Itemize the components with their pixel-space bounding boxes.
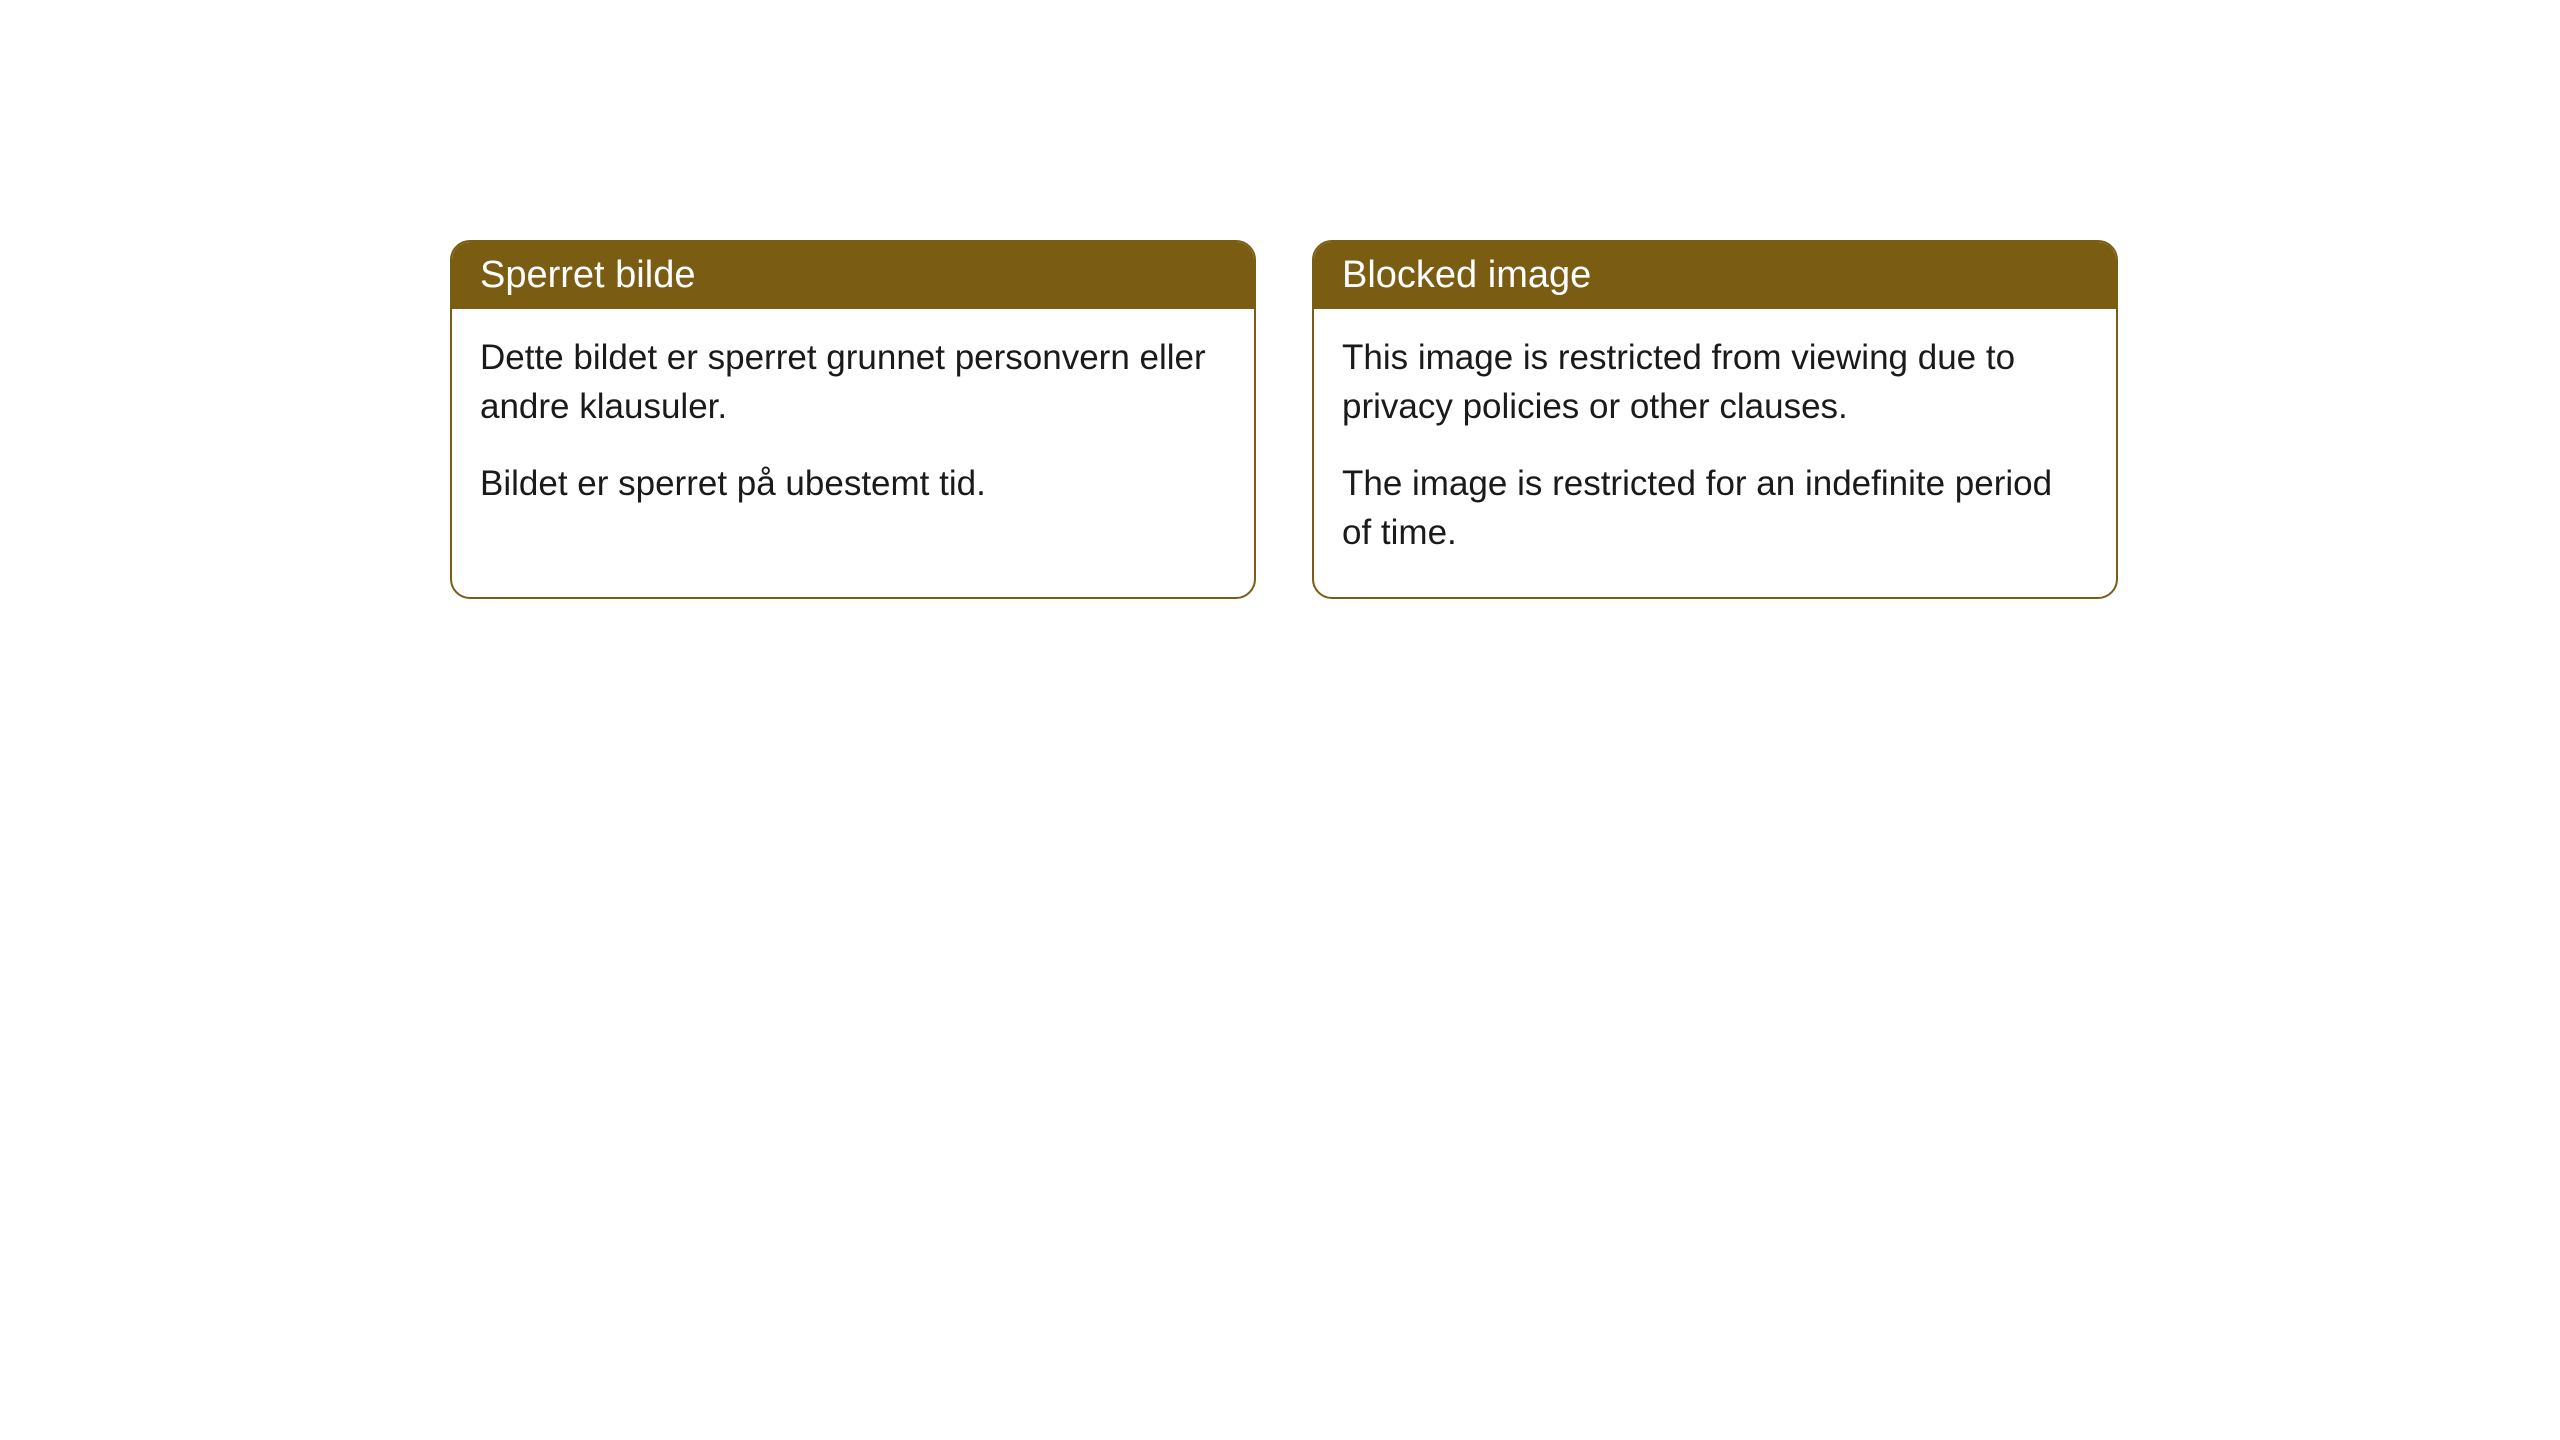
- card-header-english: Blocked image: [1314, 242, 2116, 309]
- card-header-norwegian: Sperret bilde: [452, 242, 1254, 309]
- card-norwegian: Sperret bilde Dette bildet er sperret gr…: [450, 240, 1256, 599]
- card-paragraph-2: The image is restricted for an indefinit…: [1342, 459, 2088, 557]
- cards-container: Sperret bilde Dette bildet er sperret gr…: [450, 240, 2118, 599]
- card-paragraph-1: This image is restricted from viewing du…: [1342, 333, 2088, 431]
- card-body-norwegian: Dette bildet er sperret grunnet personve…: [452, 309, 1254, 548]
- card-paragraph-2: Bildet er sperret på ubestemt tid.: [480, 459, 1226, 508]
- card-english: Blocked image This image is restricted f…: [1312, 240, 2118, 599]
- card-paragraph-1: Dette bildet er sperret grunnet personve…: [480, 333, 1226, 431]
- card-title: Blocked image: [1342, 254, 1591, 296]
- card-title: Sperret bilde: [480, 254, 695, 296]
- card-body-english: This image is restricted from viewing du…: [1314, 309, 2116, 597]
